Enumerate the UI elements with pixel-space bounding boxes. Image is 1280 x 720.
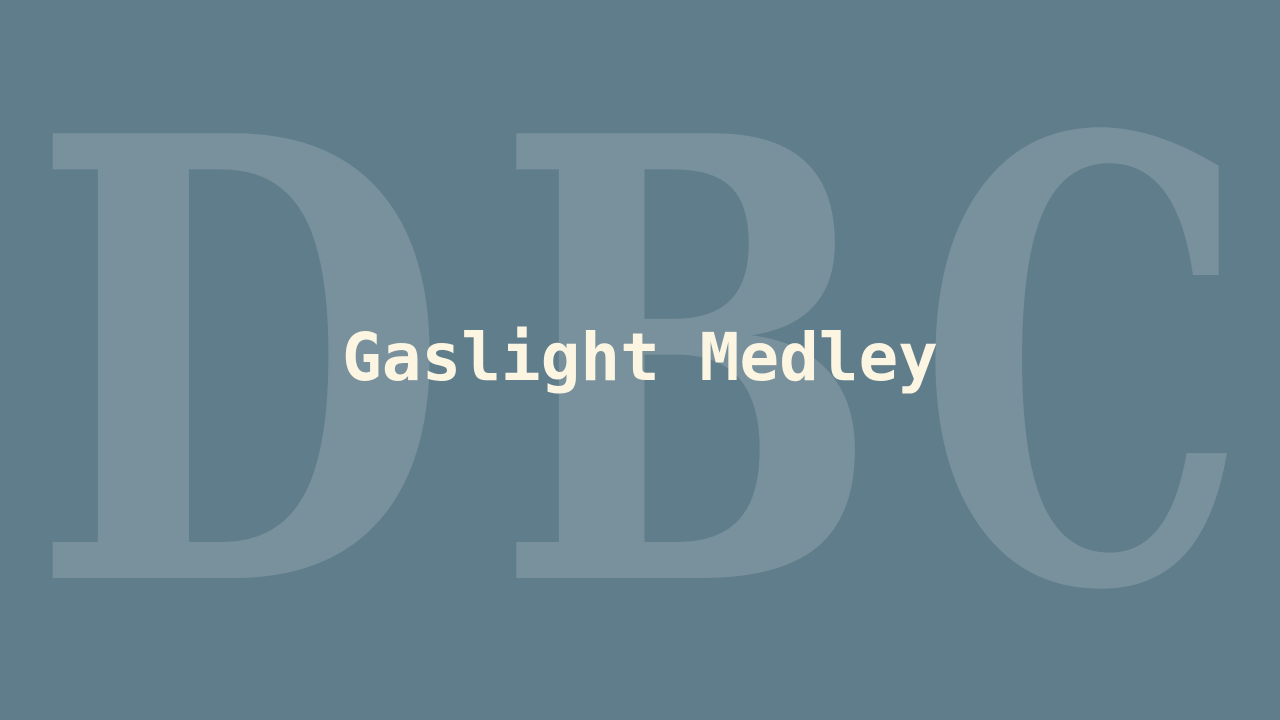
watermark-letter-d: D xyxy=(30,5,450,720)
watermark-letter-c: C xyxy=(918,7,1248,720)
page-title: Gaslight Medley xyxy=(341,319,939,396)
watermark-letter-b: B xyxy=(495,5,880,720)
